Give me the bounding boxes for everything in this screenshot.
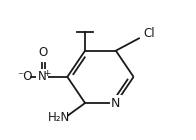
Text: Cl: Cl xyxy=(143,27,155,40)
Text: N: N xyxy=(38,70,46,83)
Text: ⁻O: ⁻O xyxy=(17,70,33,83)
Text: N: N xyxy=(111,97,121,109)
Text: O: O xyxy=(39,46,48,59)
Text: H₂N: H₂N xyxy=(48,111,70,124)
Text: +: + xyxy=(43,68,50,78)
